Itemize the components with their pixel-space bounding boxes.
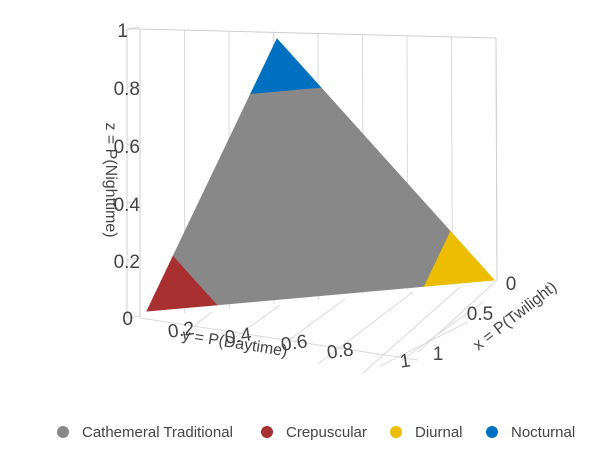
x-tick-label: 0.5: [467, 304, 493, 325]
legend-item-diurnal[interactable]: Diurnal: [390, 424, 463, 441]
legend-item-cathemeral-traditional[interactable]: Cathemeral Traditional: [57, 424, 233, 441]
legend-label: Nocturnal: [511, 424, 575, 441]
z-tick-label: 0.2: [114, 252, 140, 273]
legend-marker: [390, 426, 402, 438]
legend-item-crepuscular[interactable]: Crepuscular: [261, 424, 367, 441]
legend-item-nocturnal[interactable]: Nocturnal: [486, 424, 575, 441]
z-tick-label: 1: [117, 21, 128, 42]
legend-label: Crepuscular: [286, 424, 367, 441]
z-tick-label: 0: [122, 309, 133, 330]
z-tick-label: 0.8: [114, 79, 140, 100]
z-axis-title: z = P(Nighttime): [102, 122, 119, 237]
legend-label: Cathemeral Traditional: [82, 424, 233, 441]
floor-gridline: [380, 322, 468, 366]
cathemeral-traditional-region[interactable]: [173, 87, 451, 305]
x-tick-label: 1: [433, 344, 444, 365]
floor-gridline: [363, 287, 460, 373]
legend-label: Diurnal: [415, 424, 463, 441]
x-tick-label: 0: [506, 274, 517, 295]
box-edge: [496, 38, 497, 280]
legend-marker: [486, 426, 498, 438]
nocturnal-region[interactable]: [251, 39, 320, 93]
legend-marker: [261, 426, 273, 438]
legend: Cathemeral Traditional Crepuscular Diurnal…: [57, 424, 575, 441]
legend-marker: [57, 426, 69, 438]
y-tick-label: 0.8: [326, 339, 355, 363]
surface-layer: [147, 39, 494, 311]
